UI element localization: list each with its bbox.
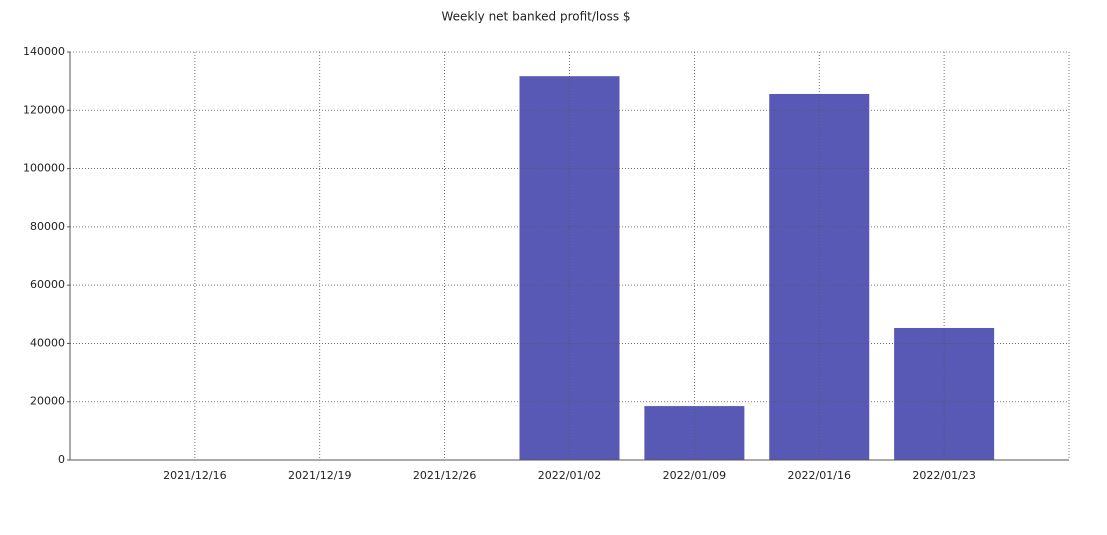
x-tick-label: 2021/12/26: [413, 469, 476, 482]
x-tick-label: 2022/01/23: [912, 469, 975, 482]
chart-title: Weekly net banked profit/loss $: [441, 10, 630, 24]
y-tick-label: 100000: [23, 162, 65, 175]
bar: [894, 327, 995, 460]
y-tick-label: 20000: [30, 395, 65, 408]
y-tick-label: 40000: [30, 336, 65, 349]
y-tick-label: 60000: [30, 278, 65, 291]
y-tick-label: 0: [58, 453, 65, 466]
x-tick-label: 2021/12/19: [288, 469, 351, 482]
y-tick-label: 140000: [23, 45, 65, 58]
x-tick-label: 2022/01/02: [538, 469, 601, 482]
y-tick-label: 80000: [30, 220, 65, 233]
x-tick-label: 2022/01/16: [788, 469, 851, 482]
y-tick-label: 120000: [23, 103, 65, 116]
x-tick-label: 2021/12/16: [163, 469, 226, 482]
x-tick-label: 2022/01/09: [663, 469, 726, 482]
